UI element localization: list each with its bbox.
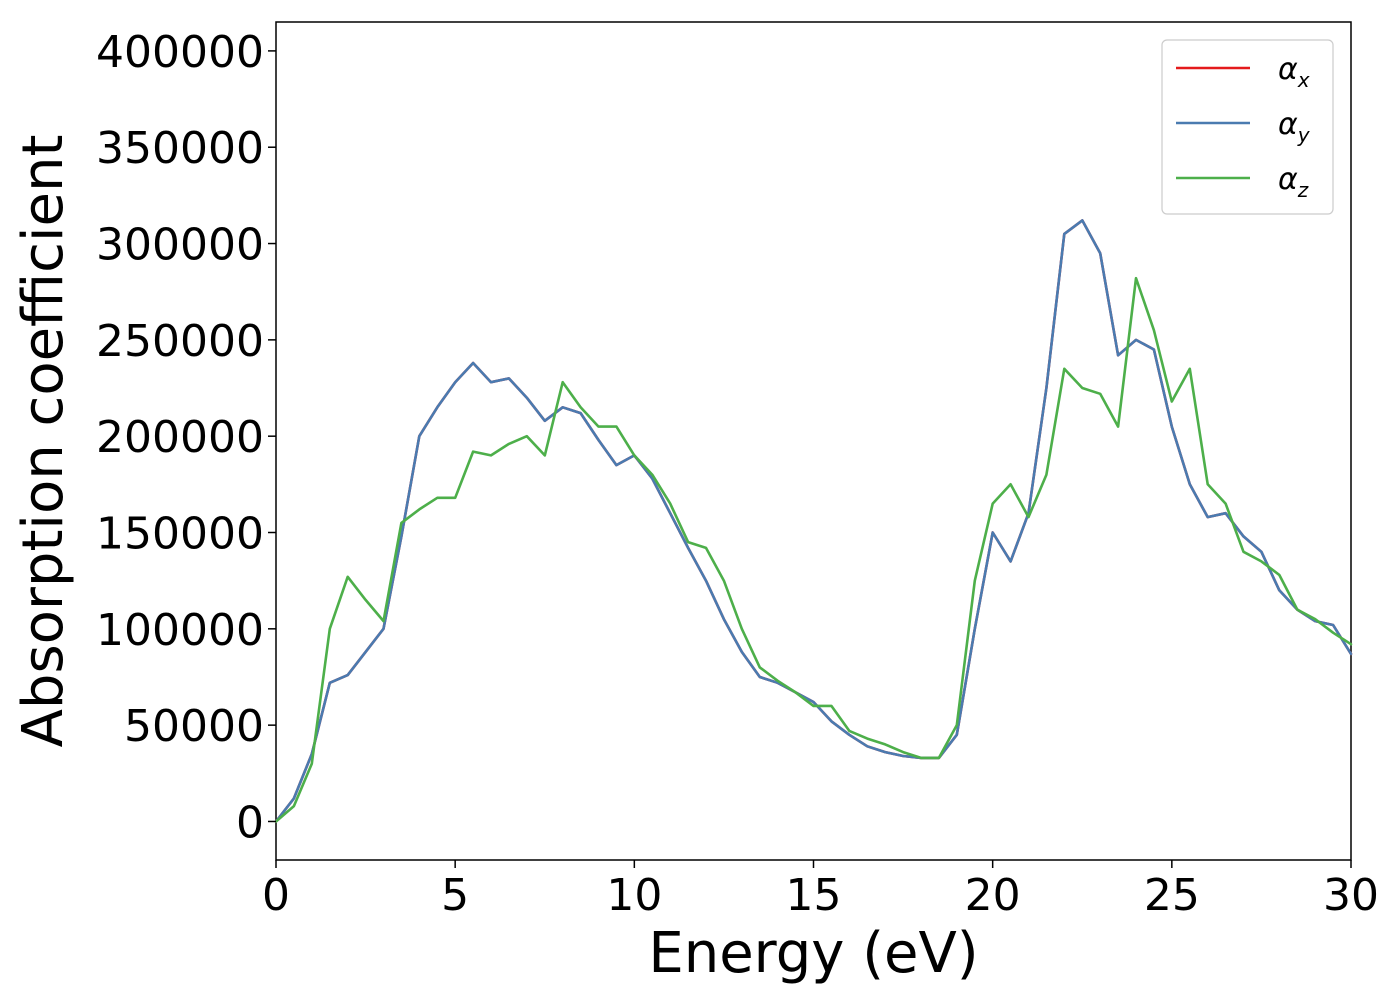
- series-line-y: [274, 219, 1353, 823]
- x-tick-label: 5: [441, 870, 469, 921]
- x-tick-label: 20: [965, 870, 1021, 921]
- y-tick-label: 300000: [96, 220, 264, 271]
- series-layer: [274, 219, 1353, 823]
- y-tick-label: 350000: [96, 123, 264, 174]
- y-tick-label: 0: [236, 797, 264, 848]
- y-tick-label: 400000: [96, 27, 264, 78]
- y-axis-label: Absorption coefficient: [11, 135, 76, 748]
- x-tick-label: 25: [1144, 870, 1200, 921]
- y-tick-label: 100000: [96, 605, 264, 656]
- x-axis-ticks: 0 5 10 15 20 25 30: [262, 860, 1379, 921]
- legend-label-z: αz: [1278, 162, 1309, 202]
- y-tick-label: 150000: [96, 509, 264, 560]
- y-tick-label: 50000: [124, 701, 264, 752]
- y-axis-ticks: 0 50000 100000 150000 200000 250000 300000 3500…: [96, 27, 276, 848]
- y-tick-label: 200000: [96, 412, 264, 463]
- legend-label-y: αy: [1278, 107, 1311, 147]
- legend-box: [1161, 39, 1334, 215]
- x-tick-label: 15: [786, 870, 842, 921]
- legend: αx αy αz: [1161, 39, 1334, 215]
- x-tick-label: 30: [1323, 870, 1379, 921]
- series-line-z: [274, 276, 1353, 823]
- x-tick-label: 0: [262, 870, 290, 921]
- y-tick-label: 250000: [96, 316, 264, 367]
- x-tick-label: 10: [606, 870, 662, 921]
- legend-label-x: αx: [1278, 52, 1310, 92]
- x-axis-label: Energy (eV): [648, 921, 978, 986]
